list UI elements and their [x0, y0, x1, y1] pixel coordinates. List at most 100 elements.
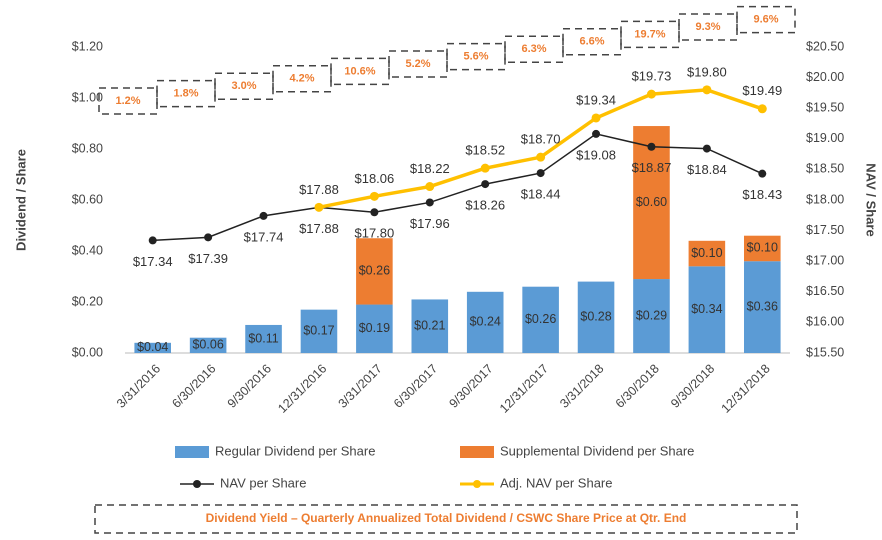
yield-label: 19.7%: [634, 28, 665, 40]
bar: [189, 337, 227, 353]
bar: [522, 286, 559, 353]
y2-tick-label: $19.50: [806, 100, 844, 114]
point: [314, 202, 324, 212]
point: [591, 113, 601, 123]
legend-dot: [473, 480, 481, 488]
point-label: $18.70: [521, 132, 561, 147]
point-label: $18.43: [742, 187, 782, 202]
yield-label: 6.3%: [521, 43, 546, 55]
bar-label: $0.06: [192, 338, 223, 352]
y-tick-label: $0.80: [72, 141, 103, 155]
bar-label: $0.60: [636, 195, 667, 209]
point: [148, 236, 157, 245]
x-tick-label: 6/30/2016: [169, 362, 218, 411]
bar-label: $0.04: [137, 340, 168, 354]
point: [481, 180, 490, 189]
bar: [744, 235, 781, 262]
bar: [134, 342, 171, 353]
point-label: $18.06: [354, 171, 394, 186]
yield-label: 4.2%: [289, 73, 314, 85]
point-label: $19.08: [576, 147, 616, 162]
yield-box: [446, 42, 506, 71]
point: [702, 144, 711, 153]
bar: [356, 238, 393, 305]
point: [425, 198, 434, 207]
legend-label: Adj. NAV per Share: [500, 475, 612, 490]
legend-label: Regular Dividend per Share: [215, 443, 375, 458]
bar-label: $0.10: [747, 241, 778, 255]
point: [536, 169, 545, 178]
bar: [688, 240, 726, 267]
point-label: $18.52: [465, 143, 505, 158]
point: [758, 169, 767, 178]
point-label: $19.49: [742, 83, 782, 98]
point-label: $17.88: [299, 221, 339, 236]
x-tick-label: 3/31/2018: [557, 362, 606, 411]
yield-box: [504, 35, 564, 63]
point: [757, 104, 767, 114]
x-tick-label: 3/31/2016: [114, 362, 163, 411]
y2-tick-label: $18.50: [806, 162, 844, 176]
bar-label: $0.26: [359, 264, 390, 278]
yield-label: 6.6%: [579, 36, 604, 48]
bar-label: $0.29: [636, 308, 667, 322]
point: [702, 85, 712, 95]
yield-label: 9.3%: [695, 21, 720, 33]
point: [480, 163, 490, 173]
bar: [300, 309, 338, 353]
bar: [466, 291, 504, 353]
line: [152, 133, 763, 242]
bar: [245, 324, 282, 353]
point: [536, 152, 546, 162]
y-tick-label: $0.20: [72, 294, 103, 308]
yield-label: 5.6%: [463, 51, 488, 63]
point-label: $18.44: [521, 187, 561, 202]
x-tick-label: 12/31/2016: [275, 362, 329, 416]
y2-tick-label: $20.50: [806, 39, 844, 53]
bar-label: $0.17: [303, 324, 334, 338]
x-tick-label: 3/31/2017: [336, 362, 385, 411]
point-label: $19.73: [632, 69, 672, 84]
point: [592, 129, 601, 138]
legend-swatch: [460, 446, 494, 458]
bar-label: $0.21: [414, 319, 445, 333]
bar-label: $0.11: [248, 331, 278, 345]
bar: [356, 304, 393, 353]
yield-box: [156, 79, 216, 108]
point: [369, 191, 379, 201]
yield-label: 9.6%: [753, 14, 778, 26]
legend-swatch: [175, 446, 209, 458]
bar: [633, 279, 670, 353]
yield-box: [272, 65, 332, 93]
yield-label: 5.2%: [405, 58, 430, 70]
y2-tick-label: $16.50: [806, 284, 844, 298]
y2-tick-label: $18.00: [806, 192, 844, 206]
yield-box: [736, 5, 796, 34]
x-tick-label: 6/30/2018: [613, 362, 662, 411]
y2-tick-label: $19.00: [806, 131, 844, 145]
y-tick-label: $0.00: [72, 345, 103, 359]
y-axis-title: Dividend / Share: [13, 149, 28, 251]
y-tick-label: $1.20: [72, 39, 103, 53]
bar-label: $0.36: [747, 299, 778, 313]
y2-tick-label: $20.00: [806, 70, 844, 84]
point-label: $17.96: [410, 216, 450, 231]
point-label: $17.74: [244, 229, 284, 244]
bar-label: $0.10: [691, 246, 722, 260]
yield-label: 1.8%: [173, 88, 198, 100]
x-tick-label: 6/30/2017: [391, 362, 440, 411]
point: [646, 89, 656, 99]
bar-label: $0.34: [691, 302, 722, 316]
bar: [411, 299, 449, 353]
yield-box: [98, 87, 158, 115]
point-label: $17.39: [188, 251, 228, 266]
bar-label: $0.19: [359, 321, 390, 335]
point-label: $18.22: [410, 161, 450, 176]
y2-axis-title: NAV / Share: [864, 163, 879, 236]
y2-tick-label: $16.00: [806, 315, 844, 329]
point: [259, 211, 268, 220]
point-label: $17.88: [299, 182, 339, 197]
yield-label: 1.2%: [115, 95, 140, 107]
bar-label: $0.28: [580, 310, 611, 324]
point: [204, 233, 213, 242]
